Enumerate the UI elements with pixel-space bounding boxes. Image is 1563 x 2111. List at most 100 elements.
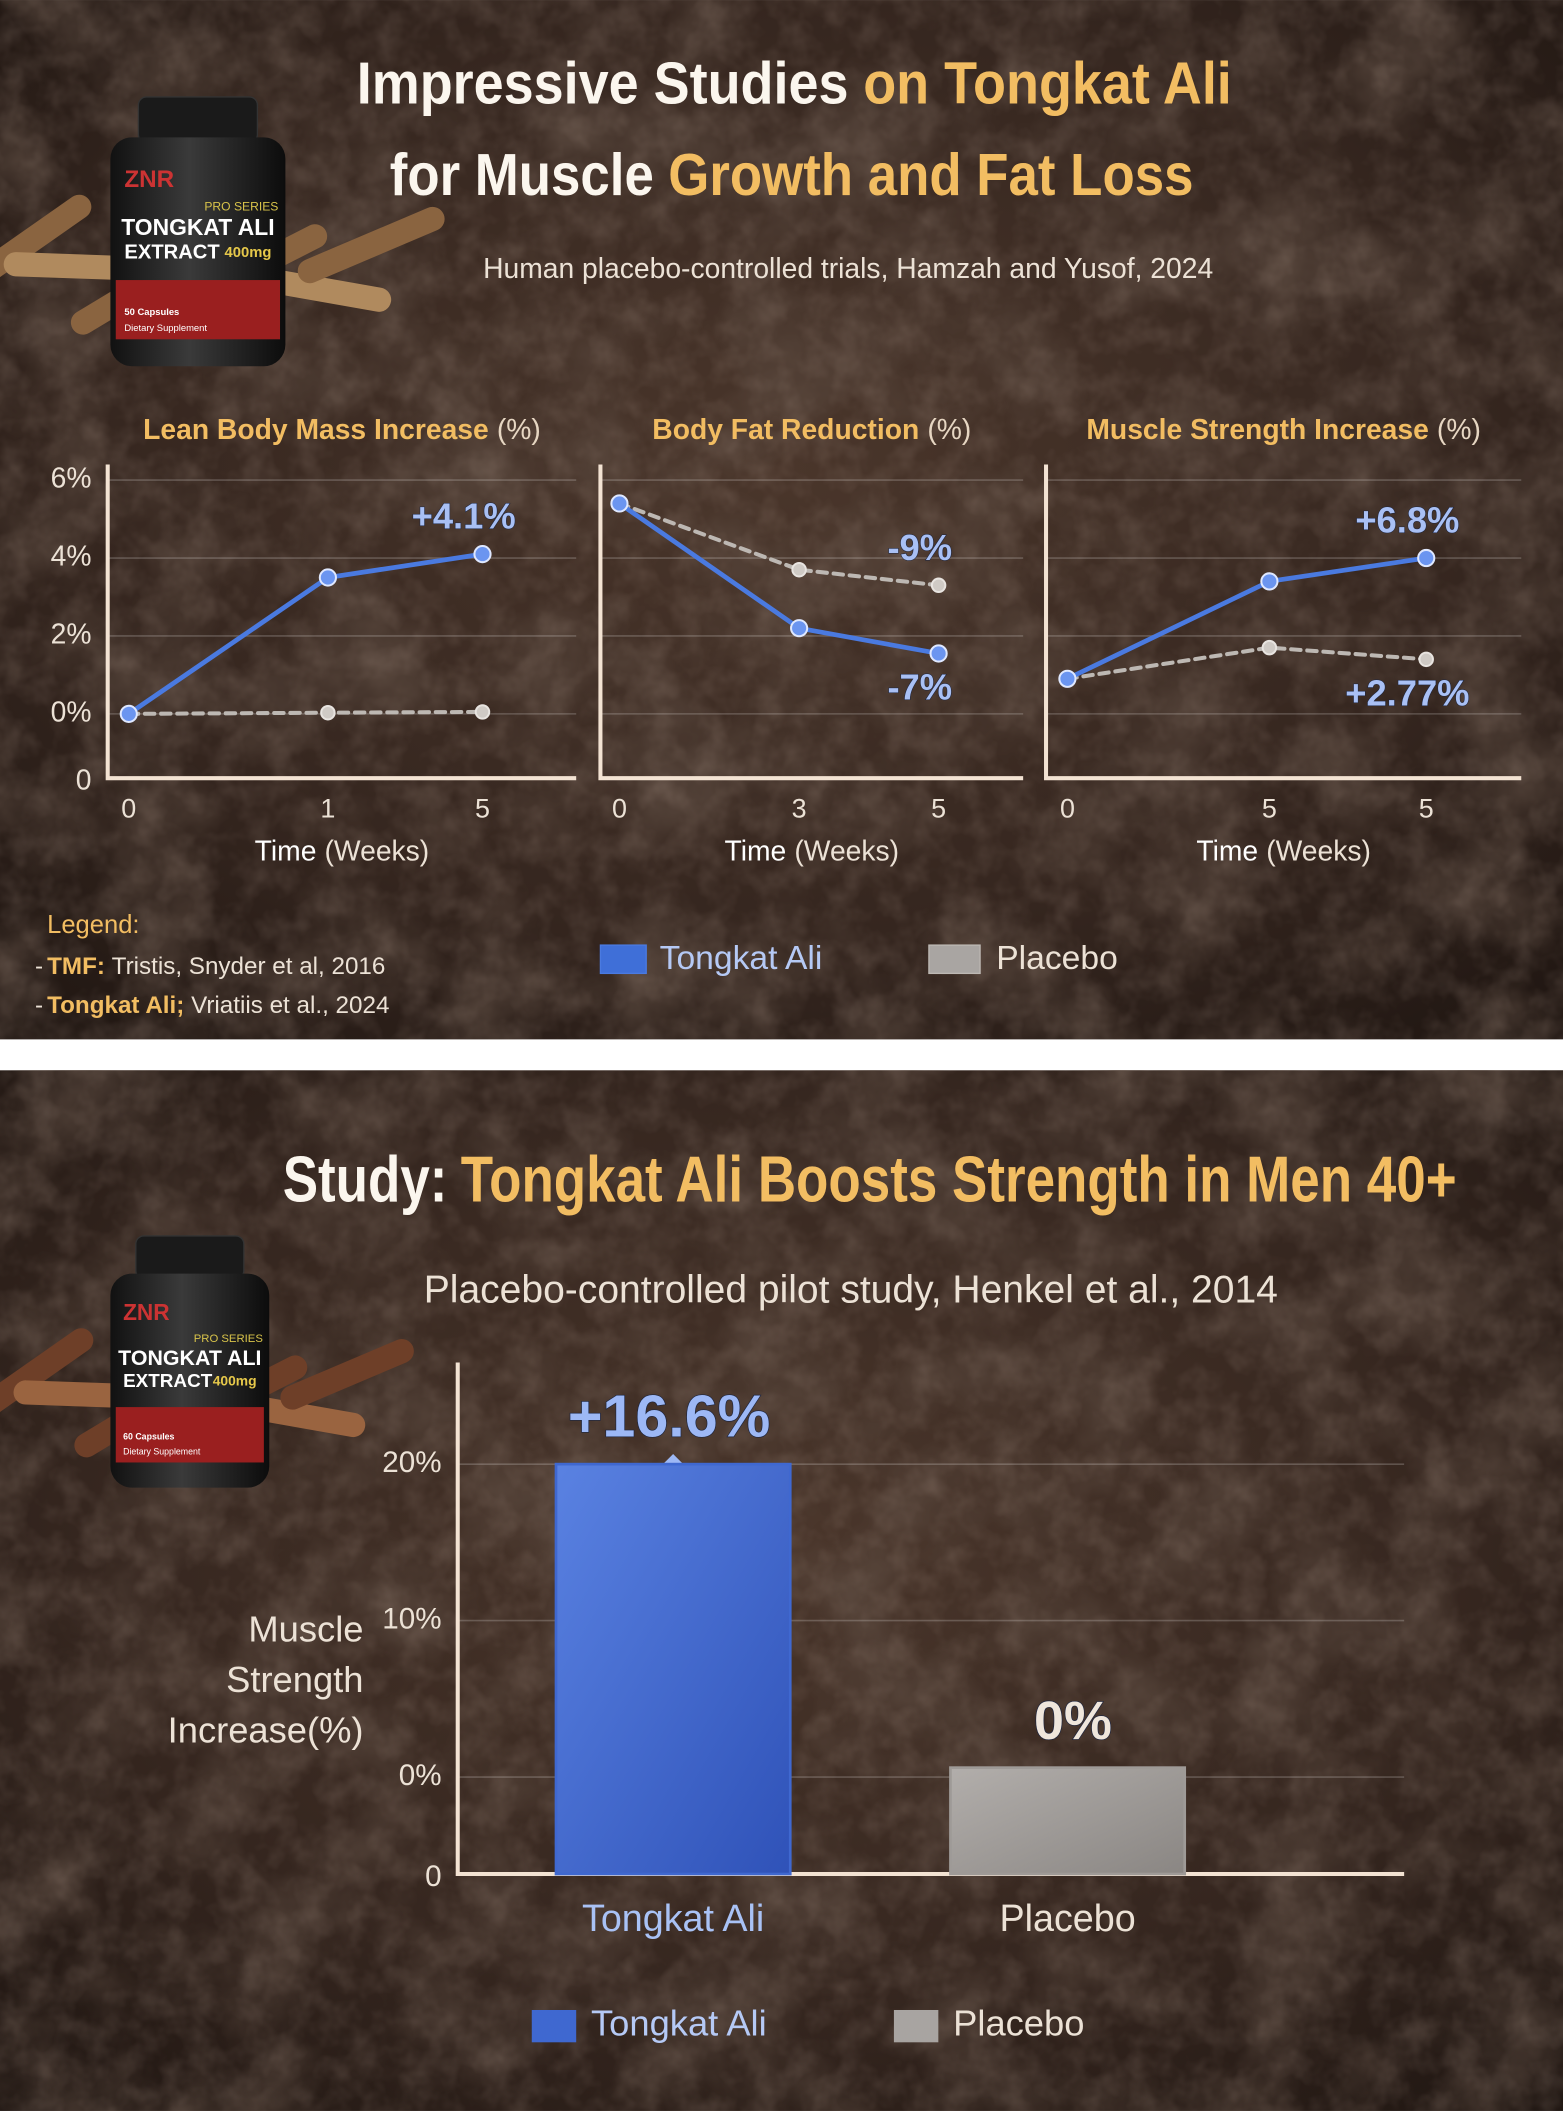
x-axis-label-part: Time — [255, 835, 317, 867]
product-text: Dietary Supplement — [123, 1447, 201, 1457]
x-axis-label: Time (Weeks) — [725, 835, 900, 867]
x-tick-label: 5 — [1419, 794, 1434, 824]
note-prefix: - — [35, 953, 43, 980]
x-tick-label: 3 — [792, 794, 807, 824]
chart-title: Lean Body Mass Increase (%) — [143, 414, 541, 446]
y-axis-label: Increase(%) — [168, 1709, 364, 1750]
product-text: EXTRACT — [124, 241, 220, 263]
y-axis-label: Strength — [226, 1659, 363, 1700]
x-axis-label-part: Time — [1196, 835, 1258, 867]
y-tick-label: 0% — [399, 1759, 442, 1792]
legend-swatch — [893, 2009, 939, 2043]
title-part: Study: — [283, 1144, 448, 1216]
product-text: 50 Capsules — [124, 306, 179, 317]
title-part: Growth and Fat Loss — [668, 141, 1193, 208]
chart-title: Muscle Strength Increase (%) — [1086, 414, 1480, 446]
note-text: Vriatiis et al., 2024 — [191, 992, 389, 1019]
product-text: PRO SERIES — [204, 200, 278, 214]
product-text: TONGKAT ALI — [121, 214, 274, 240]
point — [119, 704, 138, 723]
origin-label: 0 — [425, 1860, 441, 1893]
legend-label: Tongkat Ali — [591, 2003, 767, 2044]
title-part: Tongkat Ali Boosts Strength in Men 40+ — [461, 1144, 1457, 1216]
annotation: +6.8% — [1355, 500, 1459, 541]
legend-swatch — [599, 944, 647, 975]
y-axis-label: Muscle — [248, 1608, 363, 1649]
x-tick-label: Tongkat Ali — [582, 1897, 764, 1939]
product-text: 400mg — [225, 245, 272, 261]
root — [0, 1328, 94, 1421]
note: - Tongkat Ali; Vriatiis et al., 2024 — [35, 992, 389, 1019]
axis — [598, 464, 1024, 781]
chart-title-part: Lean Body Mass Increase — [143, 414, 489, 446]
y-tick-label: 10% — [382, 1602, 441, 1635]
note-label: Tongkat Ali; — [47, 992, 184, 1019]
legend-swatch — [531, 2009, 577, 2043]
y-tick-label: 2% — [51, 617, 92, 649]
x-axis-label-part: (Weeks) — [325, 835, 430, 867]
product-text: EXTRACT — [123, 1371, 213, 1392]
product-text: ZNR — [123, 1299, 170, 1325]
subtitle: Human placebo-controlled trials, Hamzah … — [483, 252, 1213, 284]
annotation: +4.1% — [412, 496, 516, 537]
bottle-label-band — [115, 1407, 264, 1463]
point — [1261, 639, 1278, 656]
point — [474, 704, 491, 720]
x-tick-label: 0 — [121, 794, 136, 824]
legend-label: Tongkat Ali — [660, 940, 823, 977]
title: Impressive Studieson Tongkat Ali — [357, 49, 1232, 116]
bottle-cap — [135, 1235, 245, 1280]
chart-title-unit: (%) — [1437, 414, 1481, 446]
point — [790, 619, 809, 638]
product-text: 60 Capsules — [123, 1432, 174, 1442]
product-text: PRO SERIES — [194, 1333, 264, 1345]
x-axis-label-part: (Weeks) — [794, 835, 899, 867]
product-text: ZNR — [124, 166, 174, 193]
point — [791, 561, 807, 578]
title: Study:Tongkat Ali Boosts Strength in Men… — [283, 1144, 1457, 1216]
point — [1418, 651, 1434, 668]
title-part: for Muscle — [390, 141, 654, 208]
annotation: +16.6% — [568, 1383, 771, 1450]
annotation: -9% — [887, 527, 952, 568]
bottle-cap — [137, 96, 259, 144]
bar — [949, 1766, 1187, 1876]
annotation: -7% — [887, 666, 952, 707]
root — [280, 1339, 414, 1410]
product-text: Dietary Supplement — [124, 322, 207, 333]
note-prefix: - — [35, 992, 43, 1019]
note-label: TMF: — [47, 953, 105, 980]
x-axis-label-part: (Weeks) — [1266, 835, 1371, 867]
legend-label: Placebo — [996, 940, 1118, 977]
x-tick-label: 5 — [1262, 794, 1277, 824]
series-line — [126, 709, 485, 716]
note-text: Tristis, Snyder et al, 2016 — [112, 953, 386, 980]
point — [318, 568, 337, 587]
annotation: +2.77% — [1345, 672, 1469, 713]
origin-label: 0 — [76, 764, 92, 796]
x-tick-label: 5 — [475, 794, 490, 824]
chart-title: Body Fat Reduction (%) — [652, 414, 971, 446]
root — [297, 206, 445, 284]
note: - TMF: Tristis, Snyder et al, 2016 — [35, 953, 385, 980]
chart-title-part: Body Fat Reduction — [652, 414, 919, 446]
point — [1417, 548, 1436, 568]
point — [610, 494, 629, 513]
root — [0, 194, 92, 296]
legend-label: Placebo — [953, 2003, 1084, 2044]
title: for MuscleGrowth and Fat Loss — [390, 141, 1194, 208]
notes-heading: Legend: — [47, 911, 139, 939]
x-tick-label: 0 — [612, 794, 627, 824]
x-axis-label: Time (Weeks) — [255, 835, 430, 867]
x-tick-label: Placebo — [999, 1897, 1135, 1939]
y-tick-label: 20% — [382, 1446, 441, 1479]
point — [930, 577, 947, 594]
x-axis-label: Time (Weeks) — [1196, 835, 1371, 867]
x-tick-label: 1 — [320, 794, 335, 824]
point — [929, 644, 948, 663]
y-tick-label: 6% — [51, 462, 92, 494]
y-tick-label: 0% — [51, 695, 92, 727]
subtitle: Placebo-controlled pilot study, Henkel e… — [424, 1269, 1278, 1312]
